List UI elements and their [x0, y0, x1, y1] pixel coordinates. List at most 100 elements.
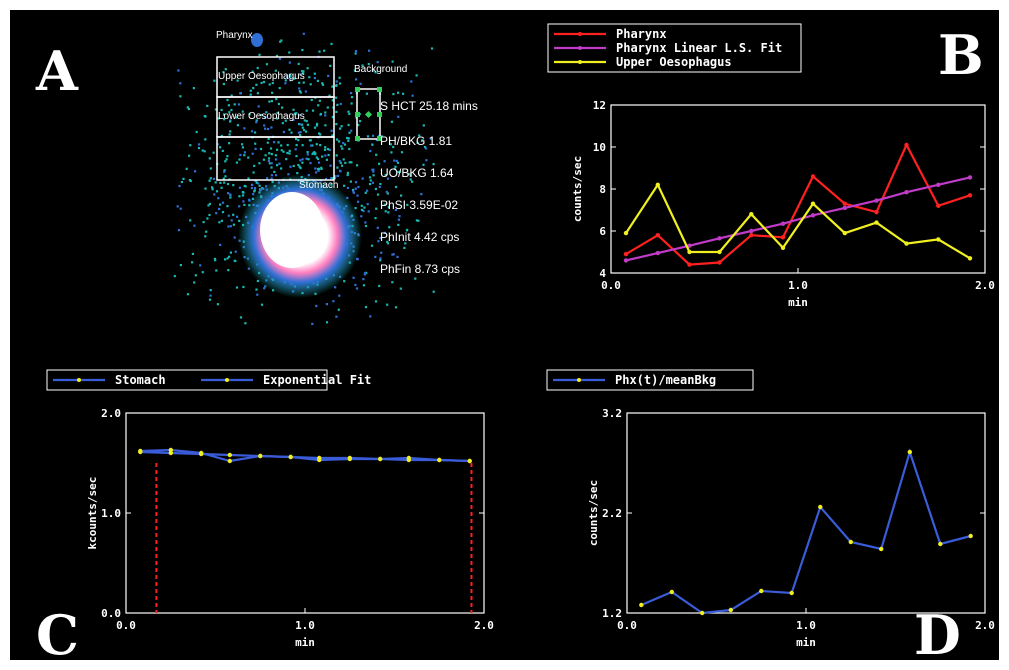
- data-point: [967, 256, 973, 261]
- scan-pixel: [411, 94, 414, 97]
- scan-pixel: [348, 112, 351, 115]
- data-point: [874, 220, 879, 225]
- scan-pixel: [297, 163, 300, 167]
- scan-pixel: [423, 146, 427, 149]
- scan-pixel: [207, 204, 210, 207]
- scan-pixel: [310, 144, 313, 147]
- scan-pixel: [227, 269, 230, 272]
- scan-pixel: [360, 204, 363, 207]
- scan-pixel: [372, 134, 375, 137]
- scan-pixel: [215, 190, 219, 193]
- scan-pixel: [324, 124, 327, 127]
- scan-pixel: [311, 109, 315, 112]
- scan-pixel: [284, 82, 287, 85]
- scan-pixel: [247, 177, 250, 180]
- data-point: [936, 182, 941, 187]
- scan-pixel: [374, 300, 378, 303]
- x-axis-label: min: [295, 636, 315, 649]
- scan-pixel: [331, 85, 334, 88]
- scan-pixel: [222, 177, 225, 180]
- scan-pixel: [354, 50, 358, 53]
- roi-stomach[interactable]: [216, 136, 335, 181]
- panel-letter-a: A: [35, 39, 79, 103]
- scan-pixel: [274, 69, 277, 72]
- scan-pixel: [251, 183, 254, 186]
- y-axis-label: counts/sec: [571, 156, 584, 222]
- scan-pixel: [179, 95, 182, 98]
- scan-pixel: [364, 221, 367, 224]
- scan-pixel: [177, 69, 180, 72]
- scan-pixel: [302, 32, 305, 35]
- scan-pixel: [302, 70, 305, 73]
- scan-pixel: [306, 67, 309, 70]
- scan-pixel: [265, 111, 268, 114]
- scan-pixel: [226, 257, 229, 260]
- scan-pixel: [298, 123, 301, 126]
- scan-pixel: [191, 252, 194, 255]
- figure-canvas: A B C D Pharynx Upper Oesophagus: [35, 23, 995, 660]
- scan-pixel: [339, 127, 342, 130]
- scan-pixel: [368, 49, 371, 52]
- scan-pixel: [374, 217, 377, 220]
- scan-pixel: [267, 137, 270, 140]
- scan-pixel: [188, 154, 191, 157]
- scan-pixel: [201, 149, 204, 152]
- data-point: [227, 452, 232, 458]
- scan-pixel: [187, 107, 190, 111]
- scan-pixel: [378, 162, 381, 165]
- panel-letter-d: D: [914, 603, 961, 660]
- label-lower-oesophagus: Lower Oesophagus: [218, 111, 305, 122]
- scan-pixel: [274, 174, 278, 177]
- scan-pixel: [271, 81, 274, 85]
- scan-pixel: [386, 192, 389, 195]
- legend-marker: [578, 46, 582, 50]
- scan-pixel: [331, 99, 334, 102]
- stat-uo-bkg: UO/BKG 1.64: [380, 166, 454, 180]
- scan-pixel: [300, 70, 304, 73]
- scan-pixel: [260, 113, 263, 117]
- scan-pixel: [393, 159, 396, 162]
- scan-pixel: [369, 149, 372, 153]
- scan-pixel: [238, 205, 241, 208]
- y-tick-label: 3.2: [602, 407, 622, 420]
- scan-pixel: [331, 115, 334, 119]
- scan-pixel: [276, 117, 279, 120]
- scan-pixel: [223, 169, 226, 172]
- x-tick-label: 2.0: [975, 279, 995, 292]
- scan-pixel: [226, 98, 229, 102]
- scan-pixel: [236, 215, 239, 218]
- scan-pixel: [378, 284, 381, 288]
- scan-pixel: [192, 87, 195, 90]
- legend-marker: [225, 378, 229, 382]
- scan-pixel: [378, 185, 381, 189]
- scan-pixel: [214, 181, 217, 184]
- scan-pixel: [302, 128, 306, 132]
- roi-background[interactable]: [355, 87, 382, 141]
- scan-pixel: [230, 94, 233, 97]
- scan-pixel: [316, 79, 319, 82]
- scan-pixel: [301, 48, 304, 52]
- scan-pixel: [372, 170, 375, 173]
- scan-pixel: [276, 111, 279, 115]
- data-point: [780, 235, 786, 240]
- scan-pixel: [374, 71, 377, 74]
- stat-phfin: PhFin 8.73 cps: [380, 262, 460, 276]
- scan-pixel: [255, 121, 258, 124]
- scan-pixel: [350, 129, 353, 132]
- scan-pixel: [241, 191, 244, 194]
- scan-pixel: [356, 194, 359, 197]
- scan-pixel: [400, 151, 404, 154]
- scan-pixel: [251, 152, 254, 155]
- scan-pixel: [320, 166, 323, 169]
- scan-pixel: [400, 194, 403, 197]
- data-point: [288, 454, 293, 460]
- scan-pixel: [297, 131, 300, 134]
- scan-pixel: [220, 219, 223, 222]
- scan-pixel: [301, 126, 304, 129]
- scan-pixel: [243, 154, 246, 157]
- x-tick-label: 1.0: [295, 619, 315, 632]
- scan-pixel: [286, 143, 289, 147]
- scan-pixel: [292, 118, 295, 121]
- scan-pixel: [314, 167, 317, 170]
- data-point: [406, 457, 411, 463]
